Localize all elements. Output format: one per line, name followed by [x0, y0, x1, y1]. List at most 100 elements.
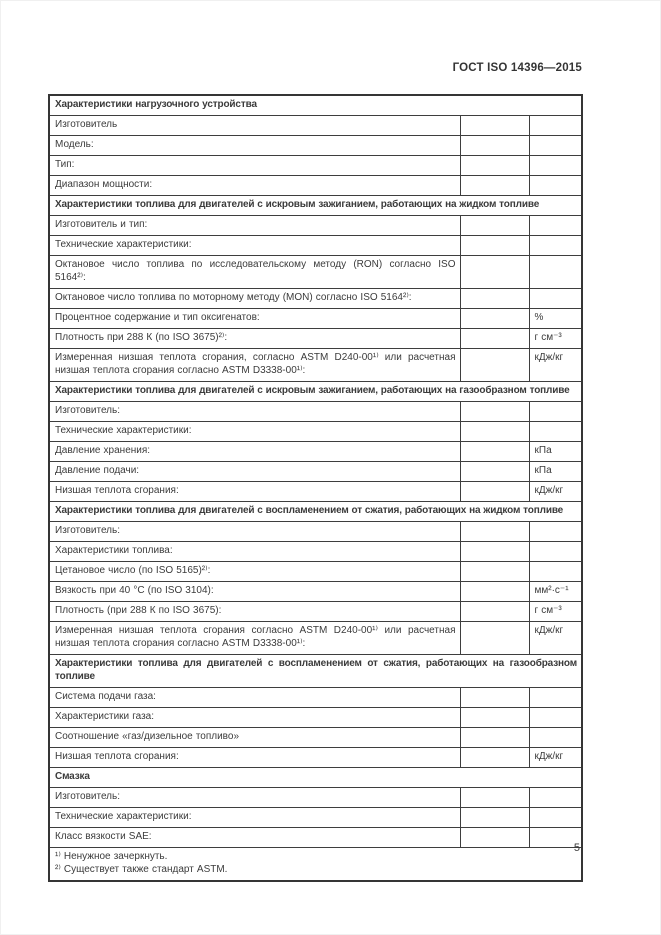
table-row: Давление хранения: кПа: [48, 441, 583, 462]
row-unit: %: [528, 308, 583, 329]
row-unit: [528, 787, 583, 808]
section-title: Характеристики топлива для двигателей с …: [48, 501, 583, 522]
row-unit: кДж/кг: [528, 621, 583, 655]
row-label: Давление хранения:: [48, 441, 461, 462]
row-value-cell: [459, 807, 530, 828]
row-label: Система подачи газа:: [48, 687, 461, 708]
row-value-cell: [459, 727, 530, 748]
table-row: Плотность при 288 К (по ISO 3675)²⁾: г см…: [48, 328, 583, 349]
row-unit: [528, 401, 583, 422]
row-value-cell: [459, 601, 530, 622]
row-value-cell: [459, 288, 530, 309]
table-row: Низшая теплота сгорания: кДж/кг: [48, 747, 583, 768]
doc-header: ГОСТ ISO 14396—2015: [452, 62, 582, 74]
row-value-cell: [459, 541, 530, 562]
row-label: Изготовитель и тип:: [48, 215, 461, 236]
row-value-cell: [459, 255, 530, 289]
row-unit: [528, 135, 583, 156]
row-value-cell: [459, 348, 530, 382]
row-value-cell: [459, 401, 530, 422]
row-label: Вязкость при 40 °С (по ISO 3104):: [48, 581, 461, 602]
table-row: Процентное содержание и тип оксигенатов:…: [48, 308, 583, 329]
row-label: Технические характеристики:: [48, 235, 461, 256]
section-header-row: Характеристики топлива для двигателей с …: [48, 654, 583, 688]
row-unit: г см⁻³: [528, 601, 583, 622]
row-label: Характеристики газа:: [48, 707, 461, 728]
table-row: Изготовитель и тип:: [48, 215, 583, 236]
row-unit: [528, 807, 583, 828]
row-unit: [528, 255, 583, 289]
section-title: Характеристики топлива для двигателей с …: [48, 195, 583, 216]
table-row: Изготовитель:: [48, 521, 583, 542]
table-row: Технические характеристики:: [48, 421, 583, 442]
table-row: Класс вязкости SAE:: [48, 827, 583, 848]
section-title: Характеристики топлива для двигателей с …: [48, 381, 583, 402]
page-number: 5: [573, 842, 580, 854]
row-label: Давление подачи:: [48, 461, 461, 482]
row-label: Тип:: [48, 155, 461, 176]
row-label: Октановое число топлива по исследователь…: [48, 255, 461, 289]
section-header-row: Характеристики топлива для двигателей с …: [48, 195, 583, 216]
table-row: Измеренная низшая теплота сгорания, согл…: [48, 348, 583, 382]
footnote-line: ¹⁾ Ненужное зачеркнуть.: [55, 851, 168, 862]
table-row: Система подачи газа:: [48, 687, 583, 708]
row-unit: кПа: [528, 461, 583, 482]
row-unit: [528, 115, 583, 136]
row-unit: [528, 687, 583, 708]
section-header-row: Смазка: [48, 767, 583, 788]
table-row: Технические характеристики:: [48, 235, 583, 256]
row-value-cell: [459, 581, 530, 602]
row-label: Диапазон мощности:: [48, 175, 461, 196]
row-unit: мм²·с⁻¹: [528, 581, 583, 602]
row-unit: кДж/кг: [528, 348, 583, 382]
row-label: Плотность при 288 К (по ISO 3675)²⁾:: [48, 328, 461, 349]
row-unit: [528, 421, 583, 442]
table-row: Давление подачи: кПа: [48, 461, 583, 482]
row-unit: [528, 215, 583, 236]
row-label: Характеристики топлива:: [48, 541, 461, 562]
spec-table: Характеристики нагрузочного устройства Из…: [48, 94, 583, 882]
table-row: Цетановое число (по ISO 5165)²⁾:: [48, 561, 583, 582]
row-unit: [528, 155, 583, 176]
row-label: Технические характеристики:: [48, 421, 461, 442]
row-label: Изготовитель:: [48, 787, 461, 808]
row-value-cell: [459, 561, 530, 582]
row-value-cell: [459, 421, 530, 442]
table-row: Октановое число топлива по исследователь…: [48, 255, 583, 289]
section-header-row: Характеристики топлива для двигателей с …: [48, 381, 583, 402]
row-value-cell: [459, 115, 530, 136]
table-row: Октановое число топлива по моторному мет…: [48, 288, 583, 309]
row-unit: [528, 541, 583, 562]
row-value-cell: [459, 707, 530, 728]
row-label: Октановое число топлива по моторному мет…: [48, 288, 461, 309]
row-label: Плотность (при 288 К по ISO 3675):: [48, 601, 461, 622]
row-label: Изготовитель:: [48, 401, 461, 422]
table-row: Изготовитель:: [48, 787, 583, 808]
row-unit: [528, 521, 583, 542]
table-row: Вязкость при 40 °С (по ISO 3104): мм²·с⁻¹: [48, 581, 583, 602]
table-row: Характеристики топлива:: [48, 541, 583, 562]
spec-table-body: Характеристики нагрузочного устройства Из…: [48, 94, 583, 882]
row-value-cell: [459, 521, 530, 542]
row-label: Измеренная низшая теплота сгорания, согл…: [48, 348, 461, 382]
table-row: Характеристики газа:: [48, 707, 583, 728]
section-header-row: Характеристики топлива для двигателей с …: [48, 501, 583, 522]
row-unit: кДж/кг: [528, 481, 583, 502]
row-value-cell: [459, 328, 530, 349]
row-unit: [528, 727, 583, 748]
section-title: Смазка: [48, 767, 583, 788]
table-row: Изготовитель:: [48, 401, 583, 422]
row-value-cell: [459, 441, 530, 462]
row-label: Измеренная низшая теплота сгорания согла…: [48, 621, 461, 655]
table-row: Изготовитель: [48, 115, 583, 136]
row-unit: [528, 561, 583, 582]
row-unit: кПа: [528, 441, 583, 462]
row-unit: [528, 288, 583, 309]
row-value-cell: [459, 481, 530, 502]
table-row: Тип:: [48, 155, 583, 176]
row-label: Цетановое число (по ISO 5165)²⁾:: [48, 561, 461, 582]
row-label: Соотношение «газ/дизельное топливо»: [48, 727, 461, 748]
row-unit: [528, 175, 583, 196]
row-value-cell: [459, 215, 530, 236]
table-row: Диапазон мощности:: [48, 175, 583, 196]
